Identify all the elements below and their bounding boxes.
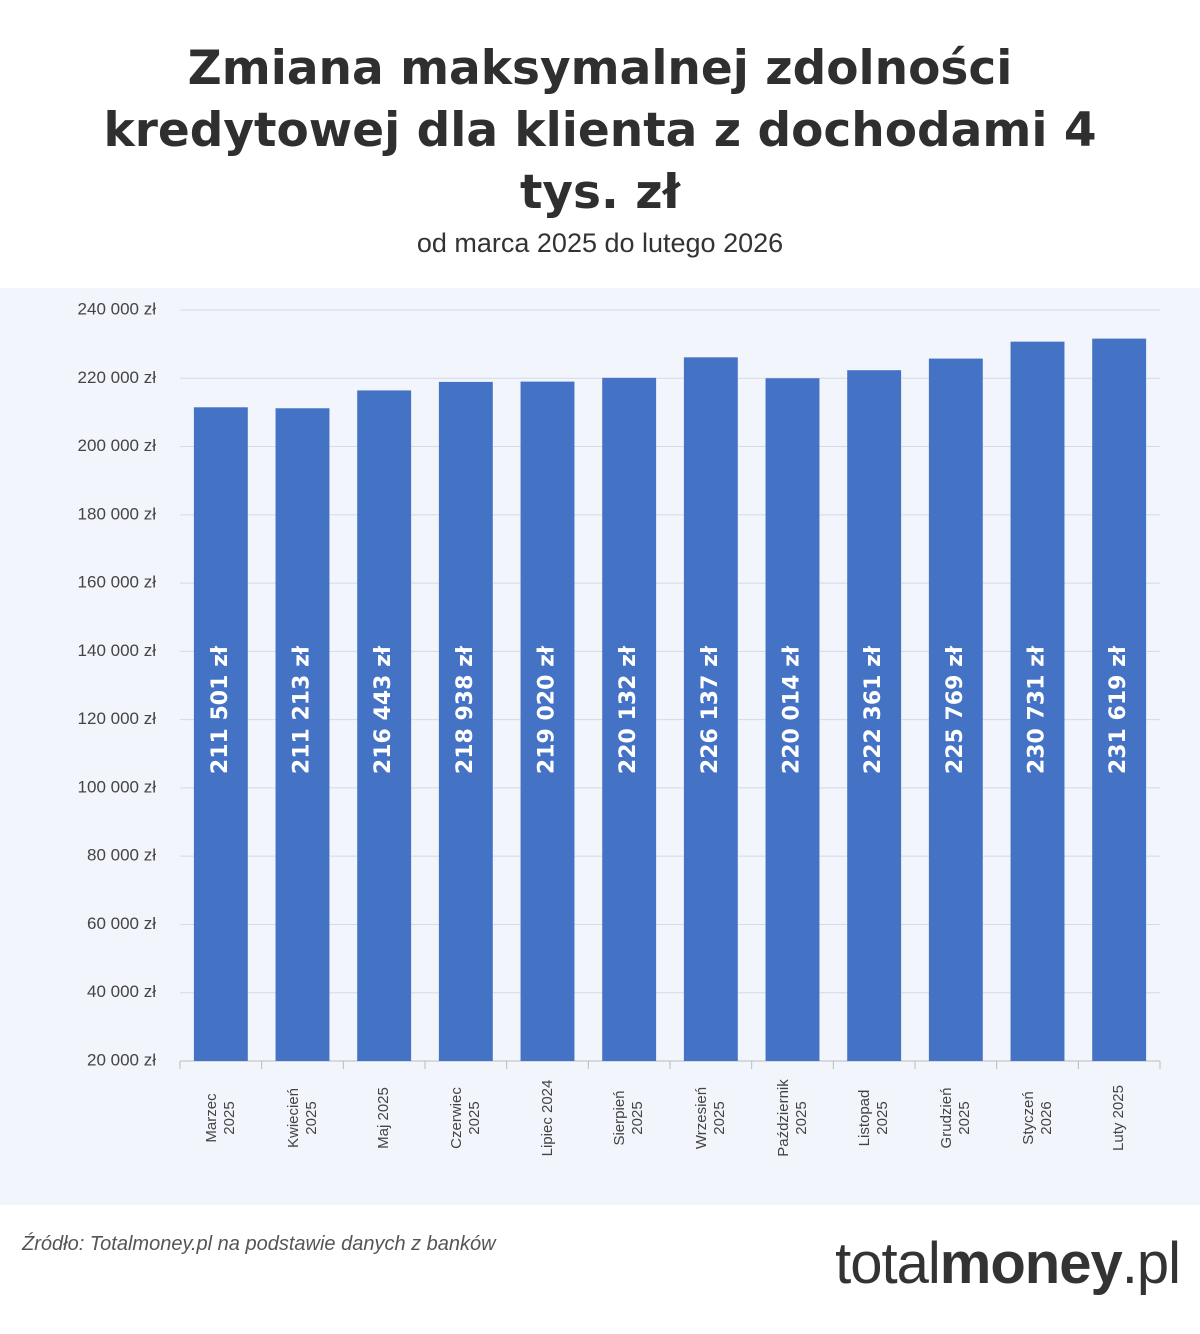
- y-tick-label: 160 000 zł: [78, 573, 157, 592]
- logo-part: total: [835, 1231, 941, 1296]
- x-tick-label: Wrzesień 2025: [692, 1086, 728, 1150]
- bar: [765, 378, 820, 1061]
- bar: [193, 407, 248, 1061]
- plot-area: 20 000 zł 40 000 zł 60 000 zł 80 000 zł 100 …: [0, 288, 1200, 1205]
- logo-part: .pl: [1121, 1231, 1181, 1296]
- x-tick-label: Grudzień 2025: [937, 1087, 973, 1149]
- value-label: 225 769 zł: [943, 645, 968, 774]
- bar: [520, 381, 575, 1061]
- y-tick-label: 140 000 zł: [78, 641, 157, 660]
- value-label: 226 137 zł: [698, 645, 723, 774]
- value-label: 231 619 zł: [1106, 645, 1131, 774]
- y-tick-label: 100 000 zł: [78, 777, 157, 796]
- chart-title: Zmiana maksymalnej zdolności kredytowej …: [103, 41, 1097, 220]
- source-note: Źródło: Totalmoney.pl na podstawie danyc…: [22, 1233, 496, 1255]
- logo-part: money: [939, 1231, 1123, 1296]
- x-tick-label: Sierpień 2025: [611, 1090, 647, 1146]
- value-label: 222 361 zł: [861, 645, 886, 774]
- chart-subtitle: od marca 2025 do lutego 2026: [416, 228, 784, 258]
- x-tick-label: Kwiecień 2025: [284, 1087, 320, 1149]
- bar: [438, 381, 493, 1061]
- y-tick-label: 20 000 zł: [87, 1050, 156, 1069]
- x-tick-label: Lipiec 2024: [538, 1079, 556, 1157]
- bar: [847, 370, 902, 1061]
- x-tick-label: Luty 2025: [1110, 1085, 1128, 1151]
- x-tick-label: Czerwiec 2025: [447, 1087, 483, 1149]
- value-label: 219 020 zł: [535, 645, 560, 774]
- value-label: 220 014 zł: [780, 645, 805, 774]
- bar: [602, 377, 657, 1061]
- bar: [275, 408, 330, 1062]
- y-tick-label: 240 000 zł: [78, 299, 157, 318]
- y-tick-label: 220 000 zł: [78, 368, 157, 387]
- bar: [357, 390, 412, 1061]
- x-tick-label: Październik 2025: [774, 1079, 810, 1157]
- logo: totalmoney.pl: [835, 1230, 1181, 1297]
- x-tick-label: Marzec 2025: [202, 1093, 238, 1143]
- bar: [928, 358, 983, 1061]
- value-label: 218 938 zł: [453, 645, 478, 774]
- chart: 20 000 zł 40 000 zł 60 000 zł 80 000 zł 100 …: [78, 299, 1161, 1069]
- y-tick-label: 80 000 zł: [87, 846, 156, 865]
- value-label: 211 501 zł: [208, 645, 233, 774]
- y-tick-label: 40 000 zł: [87, 982, 156, 1001]
- value-label: 211 213 zł: [290, 645, 315, 774]
- bar: [1010, 341, 1065, 1061]
- bar: [1092, 338, 1147, 1061]
- y-tick-label: 60 000 zł: [87, 914, 156, 933]
- x-tick-label: Maj 2025: [375, 1087, 393, 1149]
- x-tick-label: Styczeń 2026: [1019, 1091, 1055, 1145]
- bar: [683, 357, 738, 1061]
- y-tick-label: 200 000 zł: [78, 436, 157, 455]
- y-tick-label: 120 000 zł: [78, 709, 157, 728]
- value-label: 230 731 zł: [1025, 645, 1050, 774]
- value-label: 216 443 zł: [371, 645, 396, 774]
- y-tick-label: 180 000 zł: [78, 504, 157, 523]
- value-label: 220 132 zł: [616, 645, 641, 774]
- x-tick-label: Listopad 2025: [856, 1089, 892, 1147]
